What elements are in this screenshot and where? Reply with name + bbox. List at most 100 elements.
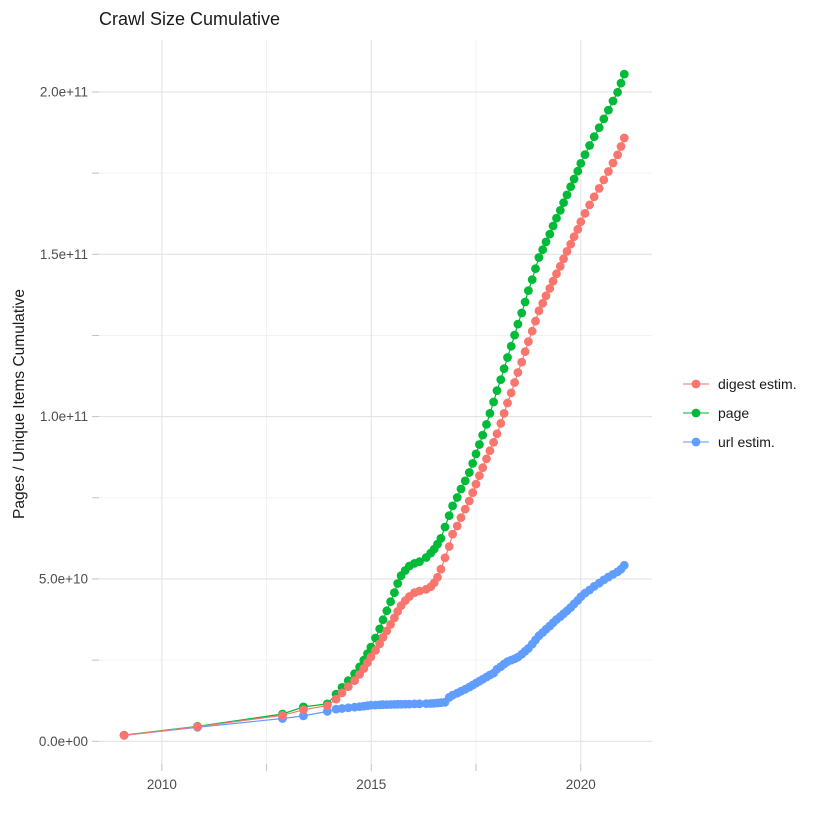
data-point-page: [562, 190, 572, 200]
data-point-digest: [566, 239, 576, 249]
data-point-digest: [278, 710, 287, 720]
legend-key-dot: [691, 437, 701, 447]
data-point-digest: [527, 326, 537, 336]
data-point-page: [496, 375, 506, 384]
data-point-page: [468, 459, 478, 468]
data-point-url: [619, 560, 629, 570]
data-point-page: [608, 96, 618, 106]
y-tick-label: 2.0e+11: [40, 84, 88, 99]
x-tick-label: 2015: [356, 777, 386, 792]
data-point-digest: [517, 357, 527, 367]
data-point-digest: [456, 513, 466, 522]
data-point-page: [440, 522, 450, 532]
data-point-digest: [506, 388, 516, 398]
data-point-page: [524, 286, 533, 295]
data-point-page: [513, 319, 523, 329]
data-point-digest: [573, 224, 583, 234]
data-point-digest: [322, 701, 332, 710]
data-point-digest: [559, 254, 568, 264]
data-point-page: [520, 297, 530, 307]
data-point-digest: [608, 158, 618, 168]
data-point-page: [510, 330, 519, 340]
data-point-digest: [452, 521, 462, 531]
data-point-page: [485, 409, 495, 418]
data-point-digest: [378, 633, 388, 642]
data-point-page: [619, 69, 629, 79]
data-point-page: [415, 557, 424, 567]
data-point-digest: [375, 639, 385, 649]
data-point-digest: [503, 398, 512, 408]
chart-title: Crawl Size Cumulative: [99, 9, 281, 29]
data-point-page: [531, 264, 540, 273]
data-point-page: [569, 174, 579, 184]
data-point-page: [527, 275, 537, 284]
data-point-digest: [499, 409, 509, 418]
data-point-page: [471, 449, 481, 459]
legend-label-page: page: [718, 405, 750, 421]
data-point-url: [415, 699, 424, 709]
data-point-digest: [492, 429, 502, 439]
data-point-digest: [520, 347, 530, 357]
data-point-url: [343, 703, 353, 713]
data-point-page: [552, 213, 561, 223]
data-point-digest: [531, 316, 540, 326]
data-point-digest: [464, 496, 474, 506]
data-point-digest: [460, 504, 470, 514]
data-point-digest: [193, 722, 202, 732]
data-point-page: [545, 229, 555, 239]
data-point-digest: [433, 572, 442, 582]
data-point-digest: [371, 646, 380, 655]
legend-key-dot: [691, 408, 701, 418]
data-point-page: [613, 87, 622, 97]
data-point-digest: [415, 586, 424, 596]
data-point-digest: [331, 694, 341, 704]
data-point-page: [594, 123, 604, 133]
data-point-page: [464, 468, 474, 477]
data-point-digest: [604, 167, 613, 176]
data-point-digest: [386, 620, 395, 629]
legend-key-dot: [691, 379, 701, 389]
data-point-page: [375, 624, 385, 634]
data-point-digest: [562, 247, 572, 256]
data-point-page: [475, 440, 484, 449]
data-point-digest: [337, 688, 347, 698]
data-point-digest: [496, 419, 506, 428]
data-point-digest: [545, 284, 555, 293]
data-point-digest: [444, 542, 454, 551]
data-point-digest: [524, 337, 533, 346]
data-point-page: [460, 476, 470, 486]
data-point-page: [499, 364, 509, 373]
data-point-digest: [555, 261, 565, 271]
data-point-page: [576, 159, 586, 168]
data-point-digest: [619, 133, 629, 143]
data-point-digest: [485, 446, 495, 456]
data-point-digest: [594, 184, 604, 193]
data-point-url: [299, 711, 308, 721]
data-point-page: [573, 166, 583, 176]
data-point-page: [478, 430, 488, 440]
data-point-digest: [541, 291, 551, 301]
data-point-digest: [440, 553, 450, 563]
y-tick-label: 1.0e+11: [40, 409, 88, 424]
data-point-page: [456, 484, 466, 494]
x-tick-label: 2020: [566, 777, 596, 792]
data-point-page: [386, 597, 395, 607]
x-tick-label: 2010: [147, 777, 177, 792]
data-point-digest: [471, 479, 481, 489]
data-point-digest: [552, 269, 561, 279]
data-point-digest: [613, 150, 622, 160]
data-point-digest: [299, 705, 308, 715]
data-point-page: [436, 534, 446, 543]
data-point-digest: [569, 232, 579, 242]
data-point-digest: [580, 209, 590, 218]
data-point-page: [538, 245, 548, 255]
data-point-page: [541, 237, 551, 247]
data-point-digest: [350, 676, 359, 685]
data-point-digest: [616, 142, 626, 151]
legend-entry-page: page: [682, 405, 797, 421]
data-point-page: [585, 141, 594, 150]
data-point-page: [616, 78, 626, 88]
data-point-page: [604, 105, 613, 115]
